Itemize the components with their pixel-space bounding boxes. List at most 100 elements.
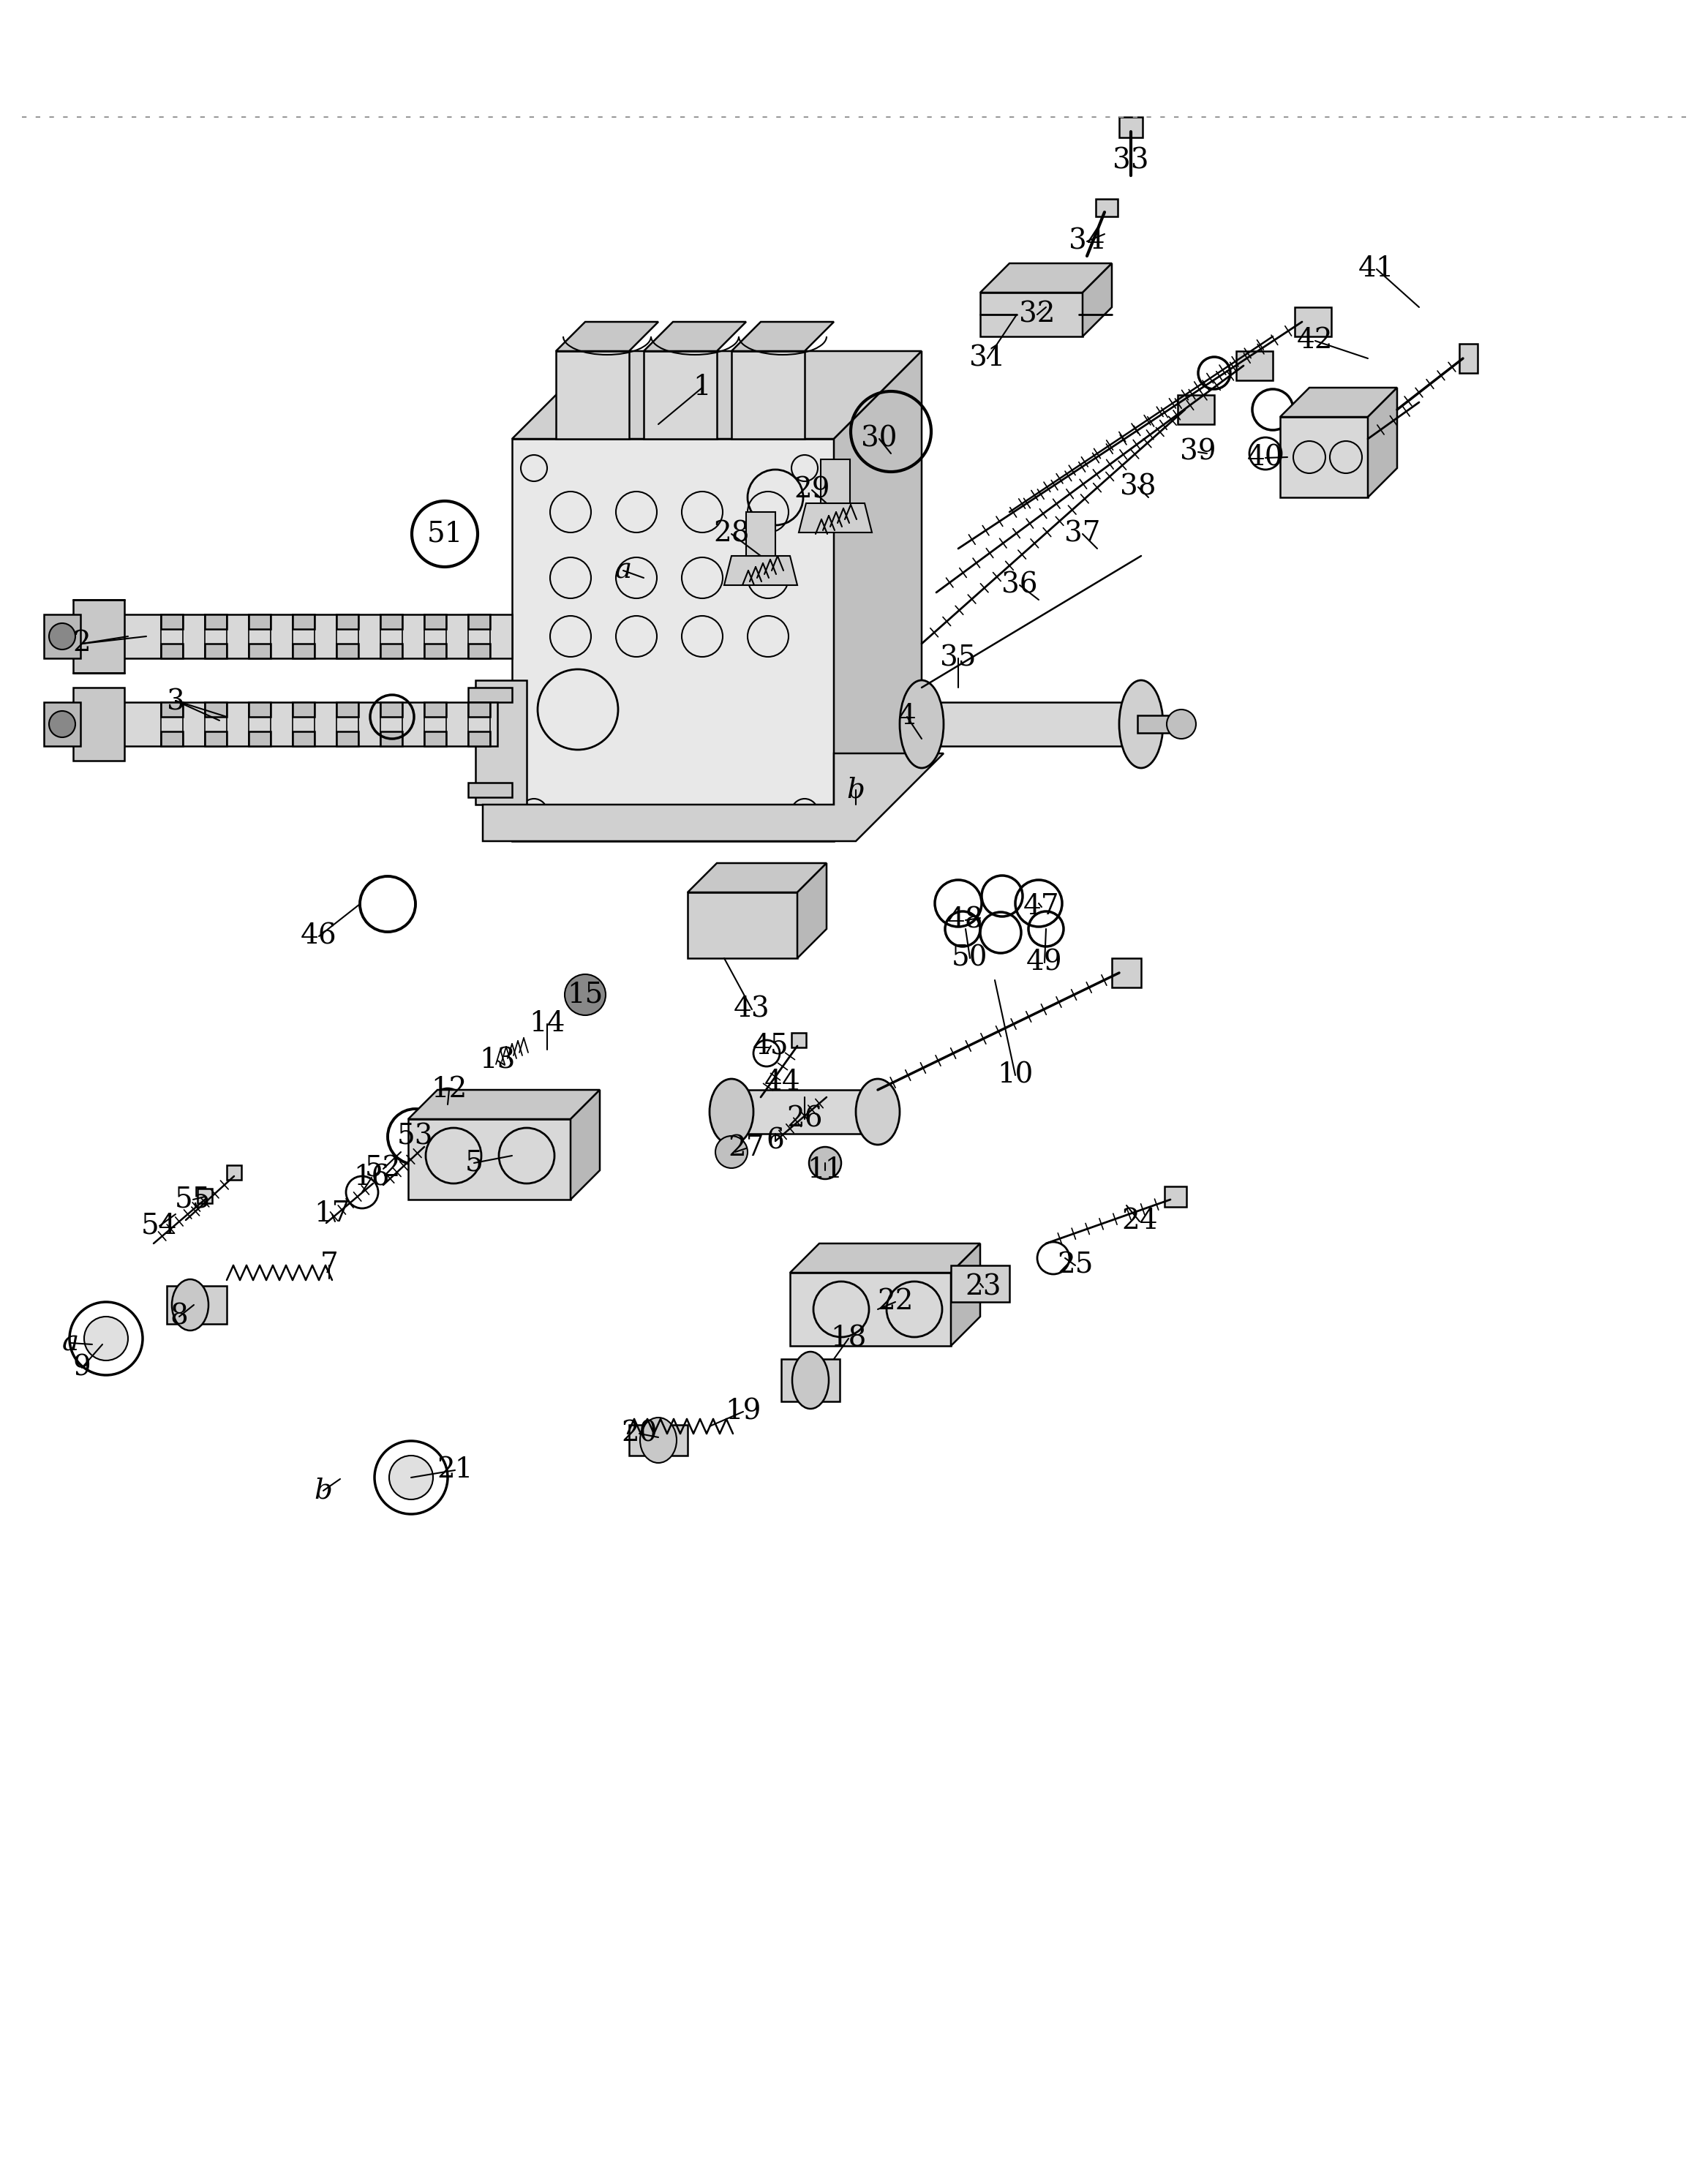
Polygon shape bbox=[1295, 308, 1331, 336]
Text: 9: 9 bbox=[73, 1355, 91, 1381]
Polygon shape bbox=[512, 351, 922, 438]
Text: 3: 3 bbox=[166, 689, 184, 715]
Polygon shape bbox=[161, 702, 183, 718]
Ellipse shape bbox=[173, 1279, 208, 1331]
Polygon shape bbox=[468, 702, 490, 718]
Polygon shape bbox=[468, 687, 512, 702]
Polygon shape bbox=[468, 614, 490, 629]
Text: b: b bbox=[314, 1476, 333, 1505]
Text: 55: 55 bbox=[174, 1186, 212, 1214]
Polygon shape bbox=[205, 702, 227, 718]
Polygon shape bbox=[424, 731, 446, 746]
Text: 48: 48 bbox=[948, 906, 984, 934]
Polygon shape bbox=[822, 460, 851, 503]
Polygon shape bbox=[292, 614, 314, 629]
Text: 32: 32 bbox=[1020, 301, 1056, 327]
Polygon shape bbox=[161, 614, 183, 629]
Text: 41: 41 bbox=[1358, 256, 1395, 282]
Polygon shape bbox=[1179, 395, 1214, 425]
Polygon shape bbox=[249, 702, 270, 718]
Circle shape bbox=[50, 711, 75, 737]
Text: 5: 5 bbox=[465, 1149, 483, 1177]
Polygon shape bbox=[555, 351, 629, 438]
Polygon shape bbox=[424, 644, 446, 659]
Text: a: a bbox=[615, 557, 632, 583]
Circle shape bbox=[389, 1455, 434, 1500]
Polygon shape bbox=[227, 1164, 241, 1179]
Text: 31: 31 bbox=[970, 345, 1006, 373]
Polygon shape bbox=[44, 614, 80, 659]
Text: 33: 33 bbox=[1112, 147, 1149, 173]
Text: 13: 13 bbox=[480, 1047, 516, 1073]
Polygon shape bbox=[249, 644, 270, 659]
Polygon shape bbox=[731, 321, 834, 351]
Polygon shape bbox=[570, 1091, 600, 1199]
Text: 52: 52 bbox=[366, 1156, 401, 1182]
Text: 35: 35 bbox=[939, 644, 977, 672]
Polygon shape bbox=[161, 731, 183, 746]
Circle shape bbox=[84, 1316, 128, 1362]
Polygon shape bbox=[1237, 351, 1272, 379]
Circle shape bbox=[810, 1147, 842, 1179]
Text: 18: 18 bbox=[830, 1325, 866, 1353]
Text: 37: 37 bbox=[1064, 520, 1100, 549]
Polygon shape bbox=[746, 512, 775, 555]
Circle shape bbox=[1167, 709, 1196, 739]
Polygon shape bbox=[555, 321, 658, 351]
Text: 47: 47 bbox=[1023, 893, 1059, 921]
Polygon shape bbox=[44, 702, 80, 746]
Circle shape bbox=[716, 1136, 748, 1169]
Polygon shape bbox=[1459, 345, 1477, 373]
Text: 1: 1 bbox=[693, 375, 711, 401]
Ellipse shape bbox=[793, 1351, 828, 1409]
Polygon shape bbox=[798, 863, 827, 958]
Text: 14: 14 bbox=[529, 1010, 565, 1038]
Text: 40: 40 bbox=[1247, 444, 1284, 470]
Text: 30: 30 bbox=[861, 425, 897, 453]
Polygon shape bbox=[336, 702, 359, 718]
Polygon shape bbox=[198, 1188, 212, 1203]
Text: 43: 43 bbox=[734, 995, 770, 1023]
Polygon shape bbox=[688, 893, 798, 958]
Polygon shape bbox=[980, 293, 1083, 336]
Polygon shape bbox=[731, 1091, 878, 1134]
Text: 36: 36 bbox=[1001, 572, 1038, 598]
Circle shape bbox=[565, 973, 606, 1015]
Polygon shape bbox=[1083, 262, 1112, 336]
Text: 24: 24 bbox=[1122, 1208, 1158, 1236]
Text: 8: 8 bbox=[171, 1303, 188, 1331]
Polygon shape bbox=[1279, 388, 1397, 416]
Polygon shape bbox=[781, 1359, 840, 1401]
Circle shape bbox=[50, 622, 75, 650]
Text: 7: 7 bbox=[319, 1251, 338, 1279]
Text: b: b bbox=[847, 776, 864, 804]
Polygon shape bbox=[73, 702, 497, 746]
Text: a: a bbox=[61, 1329, 79, 1357]
Text: 21: 21 bbox=[437, 1457, 473, 1483]
Polygon shape bbox=[644, 351, 717, 438]
Polygon shape bbox=[629, 1424, 688, 1455]
Polygon shape bbox=[980, 262, 1112, 293]
Text: 42: 42 bbox=[1296, 327, 1334, 353]
Polygon shape bbox=[292, 702, 314, 718]
Polygon shape bbox=[512, 438, 834, 841]
Polygon shape bbox=[731, 351, 804, 438]
Ellipse shape bbox=[709, 1080, 753, 1145]
Polygon shape bbox=[791, 1244, 980, 1273]
Text: 27: 27 bbox=[728, 1134, 763, 1162]
Text: 4: 4 bbox=[898, 702, 915, 731]
Polygon shape bbox=[73, 687, 125, 761]
Ellipse shape bbox=[900, 681, 943, 767]
Text: 38: 38 bbox=[1120, 473, 1156, 501]
Polygon shape bbox=[205, 644, 227, 659]
Text: 6: 6 bbox=[767, 1127, 784, 1156]
Ellipse shape bbox=[640, 1418, 676, 1463]
Polygon shape bbox=[1097, 199, 1117, 217]
Polygon shape bbox=[1138, 715, 1179, 733]
Polygon shape bbox=[724, 555, 798, 585]
Polygon shape bbox=[834, 351, 922, 841]
Polygon shape bbox=[205, 614, 227, 629]
Text: 11: 11 bbox=[808, 1158, 844, 1184]
Text: 53: 53 bbox=[398, 1123, 434, 1151]
Polygon shape bbox=[381, 731, 403, 746]
